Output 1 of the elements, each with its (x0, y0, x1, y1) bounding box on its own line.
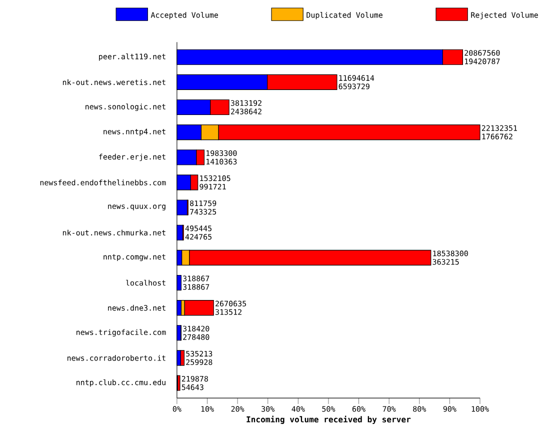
x-axis-title: Incoming volume received by server (246, 416, 411, 424)
